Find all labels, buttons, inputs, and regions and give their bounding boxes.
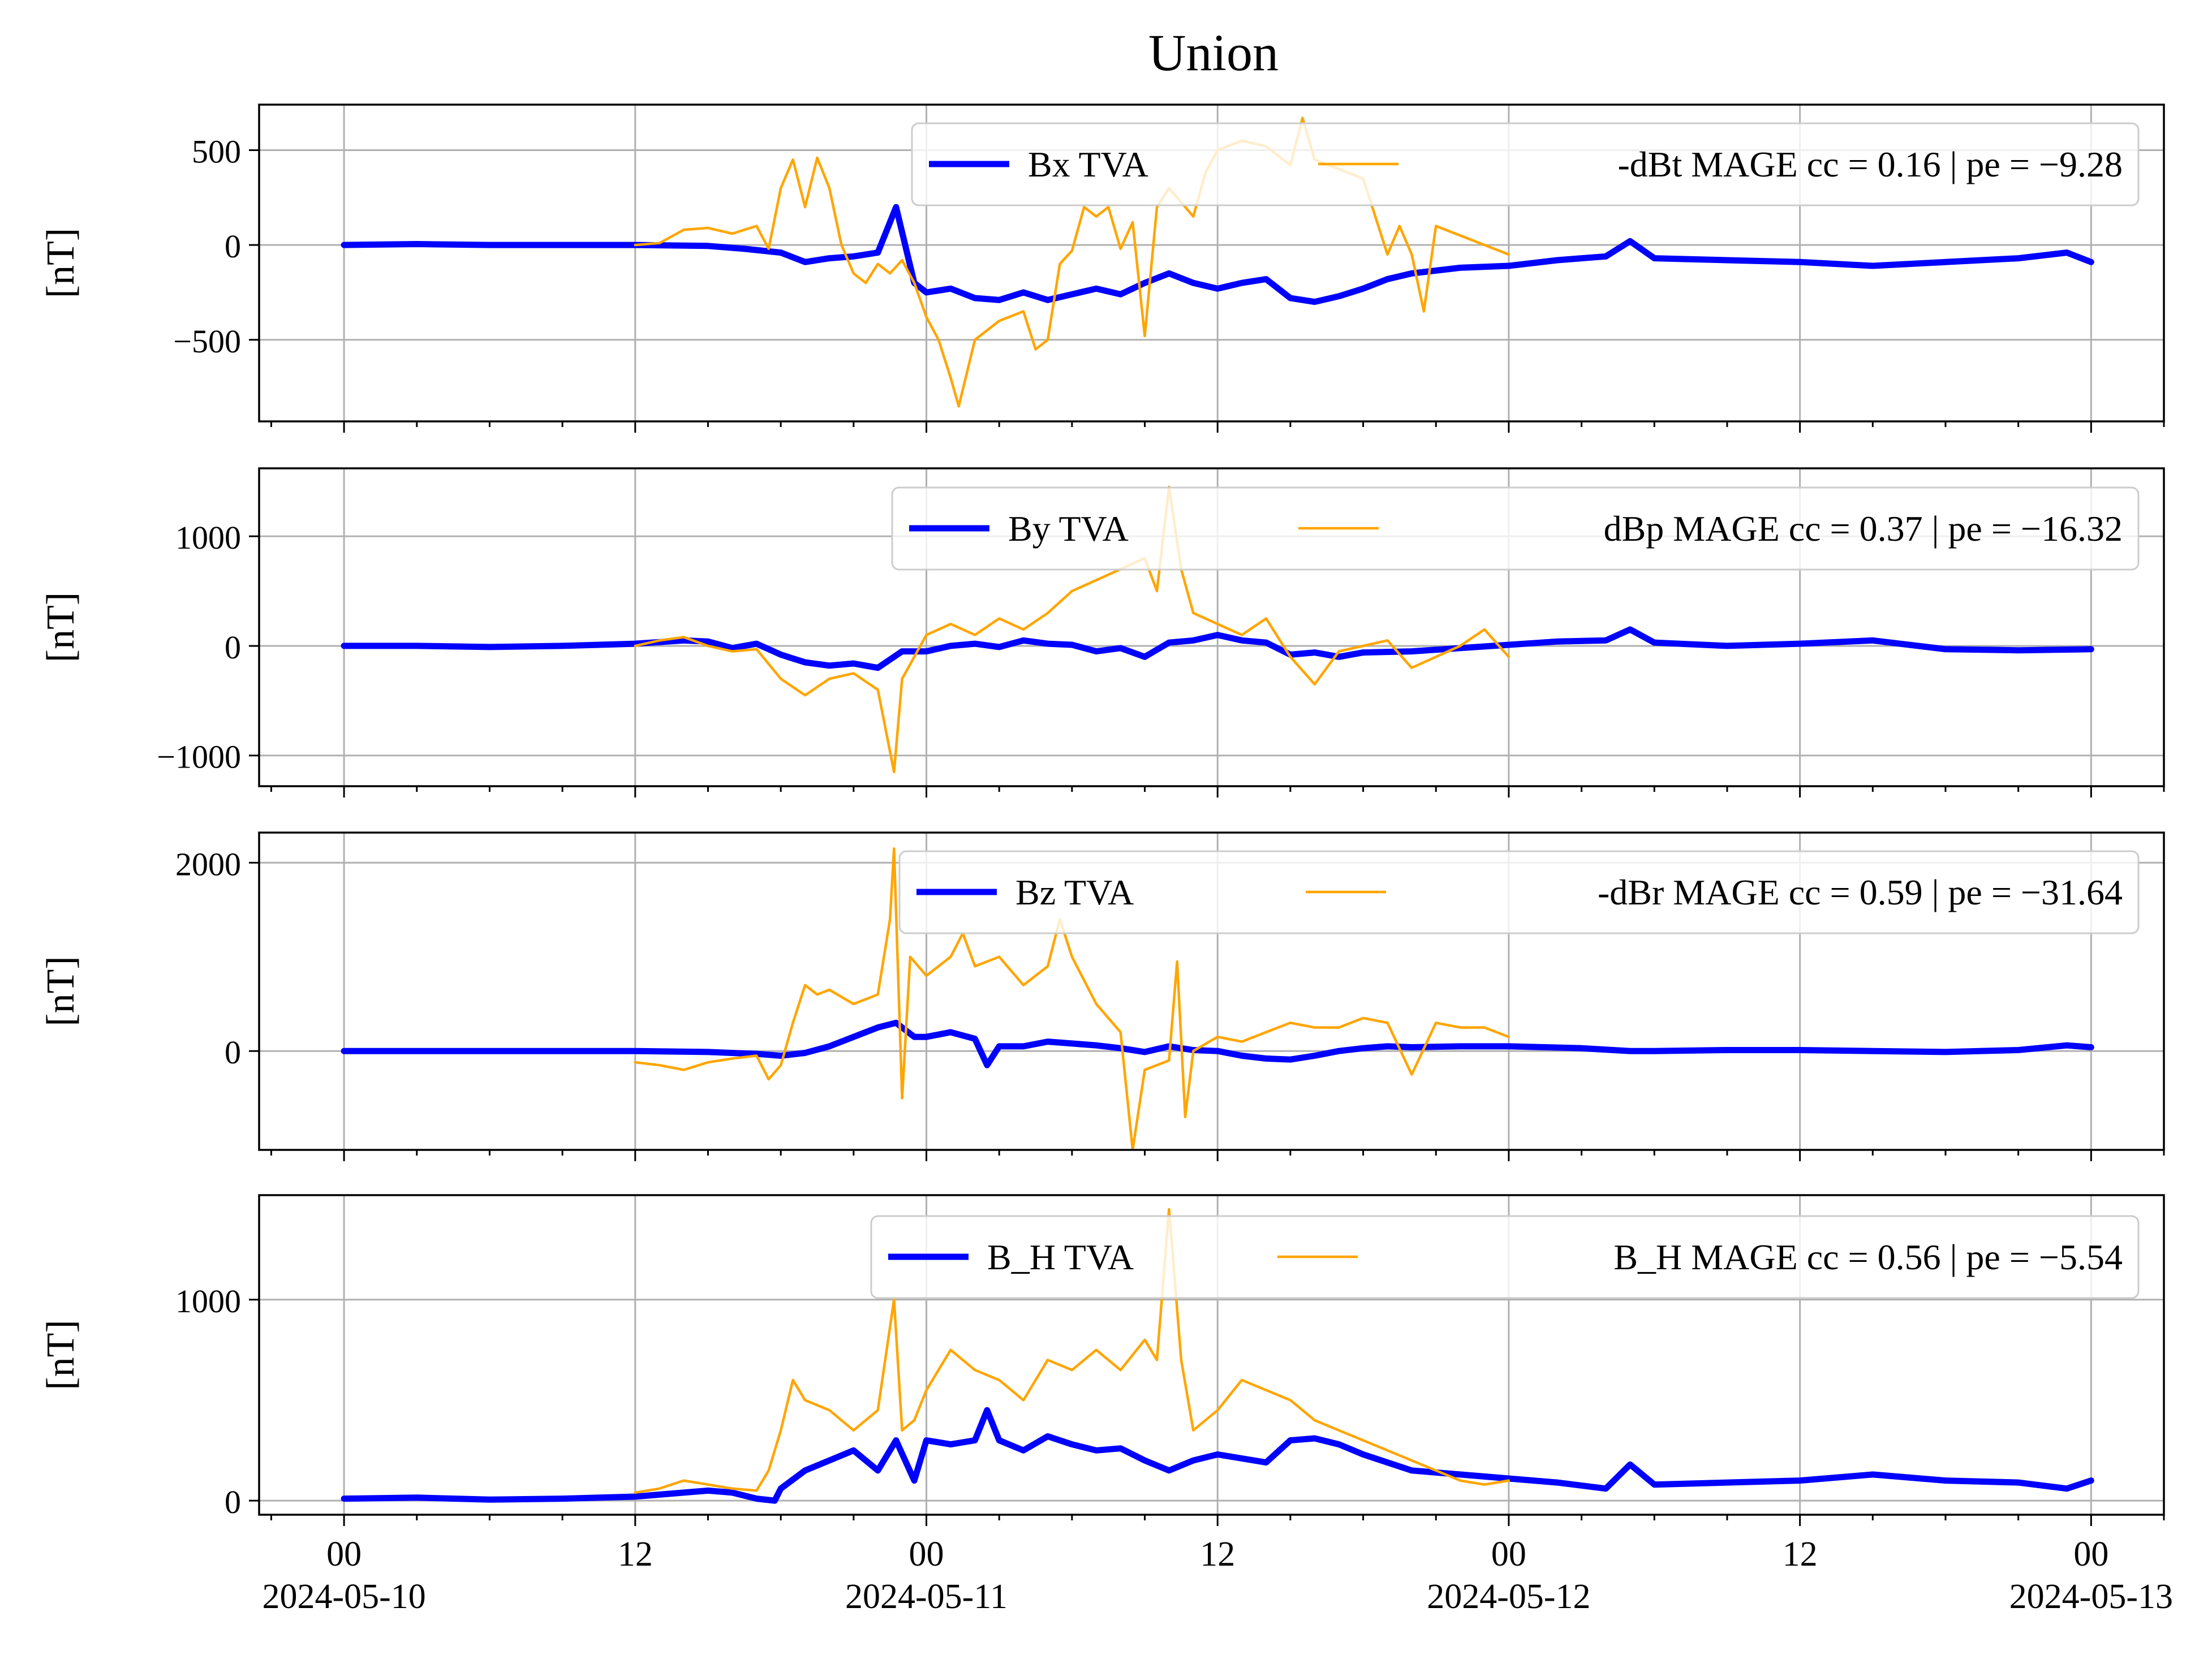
x-tick-date-label: 2024-05-10 bbox=[262, 1578, 425, 1616]
series-line-tva bbox=[341, 204, 2094, 305]
x-tick-date-label: 2024-05-12 bbox=[1427, 1578, 1590, 1616]
x-tick-label: 00 bbox=[1491, 1535, 1526, 1574]
legend-box bbox=[870, 1215, 2140, 1299]
y-tick-label: 2000 bbox=[175, 846, 241, 882]
axes-frame bbox=[258, 1194, 2165, 1516]
y-tick-label: −500 bbox=[173, 323, 241, 360]
legend-label-mage: B_H MAGE cc = 0.56 | pe = −5.54 bbox=[1613, 1237, 2123, 1277]
x-tick-date-label: 2024-05-11 bbox=[845, 1578, 1008, 1616]
legend-label-tva: Bz TVA bbox=[1015, 872, 1134, 912]
panel-3: 2000 0 [nT] Bz TVA -dBr MAGE cc = 0.59 | pe … bbox=[39, 831, 2165, 1161]
legend-label-mage: dBp MAGE cc = 0.37 | pe = −16.32 bbox=[1604, 508, 2123, 549]
legend: Bx TVA -dBt MAGE cc = 0.16 | pe = −9.28 bbox=[911, 122, 2140, 206]
legend-label-mage: -dBt MAGE cc = 0.16 | pe = −9.28 bbox=[1617, 144, 2123, 184]
y-tick-label: 0 bbox=[225, 1034, 241, 1071]
y-tick-label: 0 bbox=[225, 1484, 241, 1520]
panel-2: 1000 0 −1000 [nT] By TVA dBp MAGE cc = 0.37 |… bbox=[39, 467, 2165, 798]
y-tick-label: −1000 bbox=[157, 739, 241, 775]
legend-label-tva: B_H TVA bbox=[987, 1237, 1134, 1277]
axes-frame bbox=[258, 831, 2165, 1151]
y-axis-label: [nT] bbox=[39, 956, 83, 1026]
figure-title: Union bbox=[1148, 24, 1279, 81]
x-tick-date-label: 2024-05-13 bbox=[2009, 1578, 2173, 1616]
legend: By TVA dBp MAGE cc = 0.37 | pe = −16.32 bbox=[891, 486, 2140, 571]
x-tick-label: 00 bbox=[2073, 1535, 2108, 1574]
legend-box bbox=[898, 850, 2140, 934]
y-axis-label: [nT] bbox=[39, 228, 83, 298]
x-tick-label: 12 bbox=[618, 1535, 653, 1574]
y-axis-label: [nT] bbox=[39, 592, 83, 662]
series-line-tva bbox=[341, 1407, 2094, 1504]
legend-label-mage: -dBr MAGE cc = 0.59 | pe = −31.64 bbox=[1598, 872, 2123, 912]
series-line-tva bbox=[341, 1019, 2094, 1068]
legend: Bz TVA -dBr MAGE cc = 0.59 | pe = −31.64 bbox=[898, 850, 2140, 934]
legend: B_H TVA B_H MAGE cc = 0.56 | pe = −5.54 bbox=[870, 1215, 2140, 1299]
legend-box bbox=[911, 122, 2140, 206]
panel-4: 1000 0 [nT] B_H TVA B_H MAGE cc = 0.56 | pe … bbox=[39, 1194, 2165, 1526]
series-line-mage bbox=[634, 847, 1510, 1150]
x-tick-label: 12 bbox=[1783, 1535, 1818, 1574]
legend-label-tva: Bx TVA bbox=[1028, 144, 1148, 184]
y-tick-label: 1000 bbox=[175, 519, 241, 556]
y-tick-label: 500 bbox=[192, 133, 241, 170]
y-axis-label: [nT] bbox=[39, 1320, 83, 1390]
panels: 500 0 −500 [nT] Bx TVA -dBt MAGE cc = 0.16 | … bbox=[39, 104, 2165, 1526]
axes-frame bbox=[258, 104, 2165, 423]
y-tick-label: 0 bbox=[225, 228, 241, 265]
y-tick-label: 0 bbox=[225, 629, 241, 666]
legend-box bbox=[891, 486, 2140, 571]
axes-frame bbox=[258, 467, 2165, 787]
legend-label-tva: By TVA bbox=[1008, 508, 1129, 549]
y-tick-label: 1000 bbox=[175, 1283, 241, 1320]
x-axis: 00 2024-05-10 12 00 2024-05-11 12 00 2024-05-12… bbox=[262, 1535, 2173, 1616]
x-tick-label: 00 bbox=[326, 1535, 362, 1574]
panel-1: 500 0 −500 [nT] Bx TVA -dBt MAGE cc = 0.16 | … bbox=[39, 104, 2165, 433]
series-line-mage bbox=[634, 485, 1510, 774]
series-line-tva bbox=[341, 626, 2094, 671]
x-tick-label: 00 bbox=[909, 1535, 944, 1574]
x-tick-label: 12 bbox=[1200, 1535, 1235, 1574]
series-line-mage bbox=[634, 1208, 1510, 1494]
